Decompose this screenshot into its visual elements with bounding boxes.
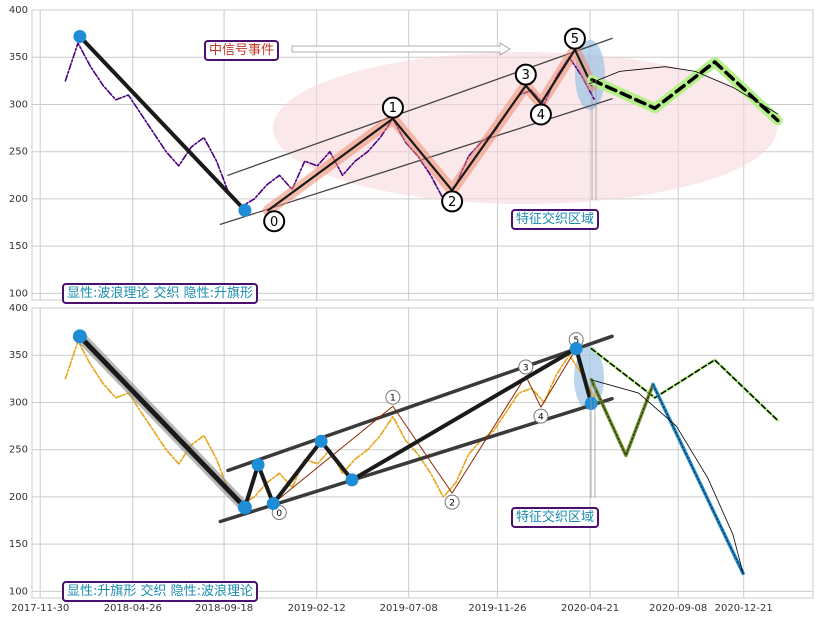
wave-label-circle: [563, 27, 586, 50]
wave-label-circle: [518, 359, 534, 375]
point-marker: [238, 500, 252, 514]
y-tick-label: 350: [9, 350, 28, 361]
wave-label: 4: [537, 108, 545, 123]
point-marker: [314, 434, 328, 448]
y-tick-label: 150: [9, 241, 28, 252]
series-line: [77, 333, 248, 510]
annotation: 特征交织区域: [511, 507, 600, 528]
wave-label-circle: [385, 389, 401, 405]
point-marker: [266, 497, 280, 511]
x-tick-label: 2019-11-26: [468, 603, 526, 614]
x-tick-label: 2020-04-21: [561, 603, 619, 614]
y-tick-label: 300: [9, 397, 28, 408]
point-marker: [73, 29, 87, 43]
point-marker: [569, 342, 583, 356]
annotation: 显性:波浪理论 交织 隐性:升旗形: [62, 283, 259, 304]
y-tick-label: 200: [9, 492, 28, 503]
x-tick-label: 2020-12-21: [715, 603, 773, 614]
projection-arc: [589, 66, 779, 115]
wave-label-circle: [514, 63, 537, 86]
wave-label: 1: [390, 394, 396, 404]
wave-label-circle: [381, 96, 404, 119]
wave-label: 2: [448, 195, 456, 210]
series-line: [77, 34, 247, 213]
decor: [291, 42, 597, 498]
x-tick-label: 2018-09-18: [195, 603, 253, 614]
annotation: 中信号事件: [204, 40, 280, 61]
wave-label: 5: [573, 336, 579, 346]
point-marker: [251, 458, 265, 472]
series-line: [652, 384, 744, 574]
y-tick-label: 300: [9, 99, 28, 110]
y-tick-label: 100: [9, 288, 28, 299]
y-tick-label: 100: [9, 586, 28, 597]
y-tick-label: 350: [9, 52, 28, 63]
y-tick-label: 150: [9, 539, 28, 550]
wave-label: 3: [522, 68, 530, 83]
series-line: [590, 347, 779, 422]
wave-label-circle: [263, 210, 286, 233]
y-tick-label: 250: [9, 147, 28, 158]
wave-label-circle: [441, 190, 464, 213]
series-line: [590, 60, 780, 123]
projection-arc: [590, 379, 744, 574]
x-tick-label: 2019-07-08: [380, 603, 438, 614]
wave-label: 4: [538, 413, 544, 423]
annotation: 显性:升旗形 交织 隐性:波浪理论: [62, 581, 259, 602]
wave-label: 0: [276, 509, 282, 519]
series-line: [226, 334, 614, 473]
wave-label: 0: [270, 215, 278, 230]
point-marker: [238, 203, 252, 217]
x-tick-label: 2020-09-08: [649, 603, 707, 614]
wave-label-circle: [444, 494, 460, 510]
wave-label-circle: [529, 103, 552, 126]
wave-label: 5: [571, 32, 579, 47]
wave-label: 1: [389, 101, 397, 116]
y-tick-label: 200: [9, 194, 28, 205]
wave-label: 3: [523, 364, 529, 374]
wave-label: 2: [449, 499, 455, 509]
x-tick-label: 2017-11-30: [11, 603, 69, 614]
point-marker: [72, 329, 87, 344]
y-tick-label: 250: [9, 445, 28, 456]
series-line: [227, 37, 613, 176]
x-tick-label: 2018-04-26: [104, 603, 162, 614]
y-tick-label: 400: [9, 303, 28, 314]
series-line: [590, 379, 654, 456]
x-tick-label: 2019-02-12: [288, 603, 346, 614]
panel: [31, 307, 814, 599]
point-marker: [345, 473, 359, 487]
plot-frame: [31, 307, 814, 599]
y-tick-label: 400: [9, 5, 28, 16]
series-line: [272, 348, 577, 505]
wave-label-circle: [533, 408, 549, 424]
annotation: 特征交织区域: [511, 209, 600, 230]
